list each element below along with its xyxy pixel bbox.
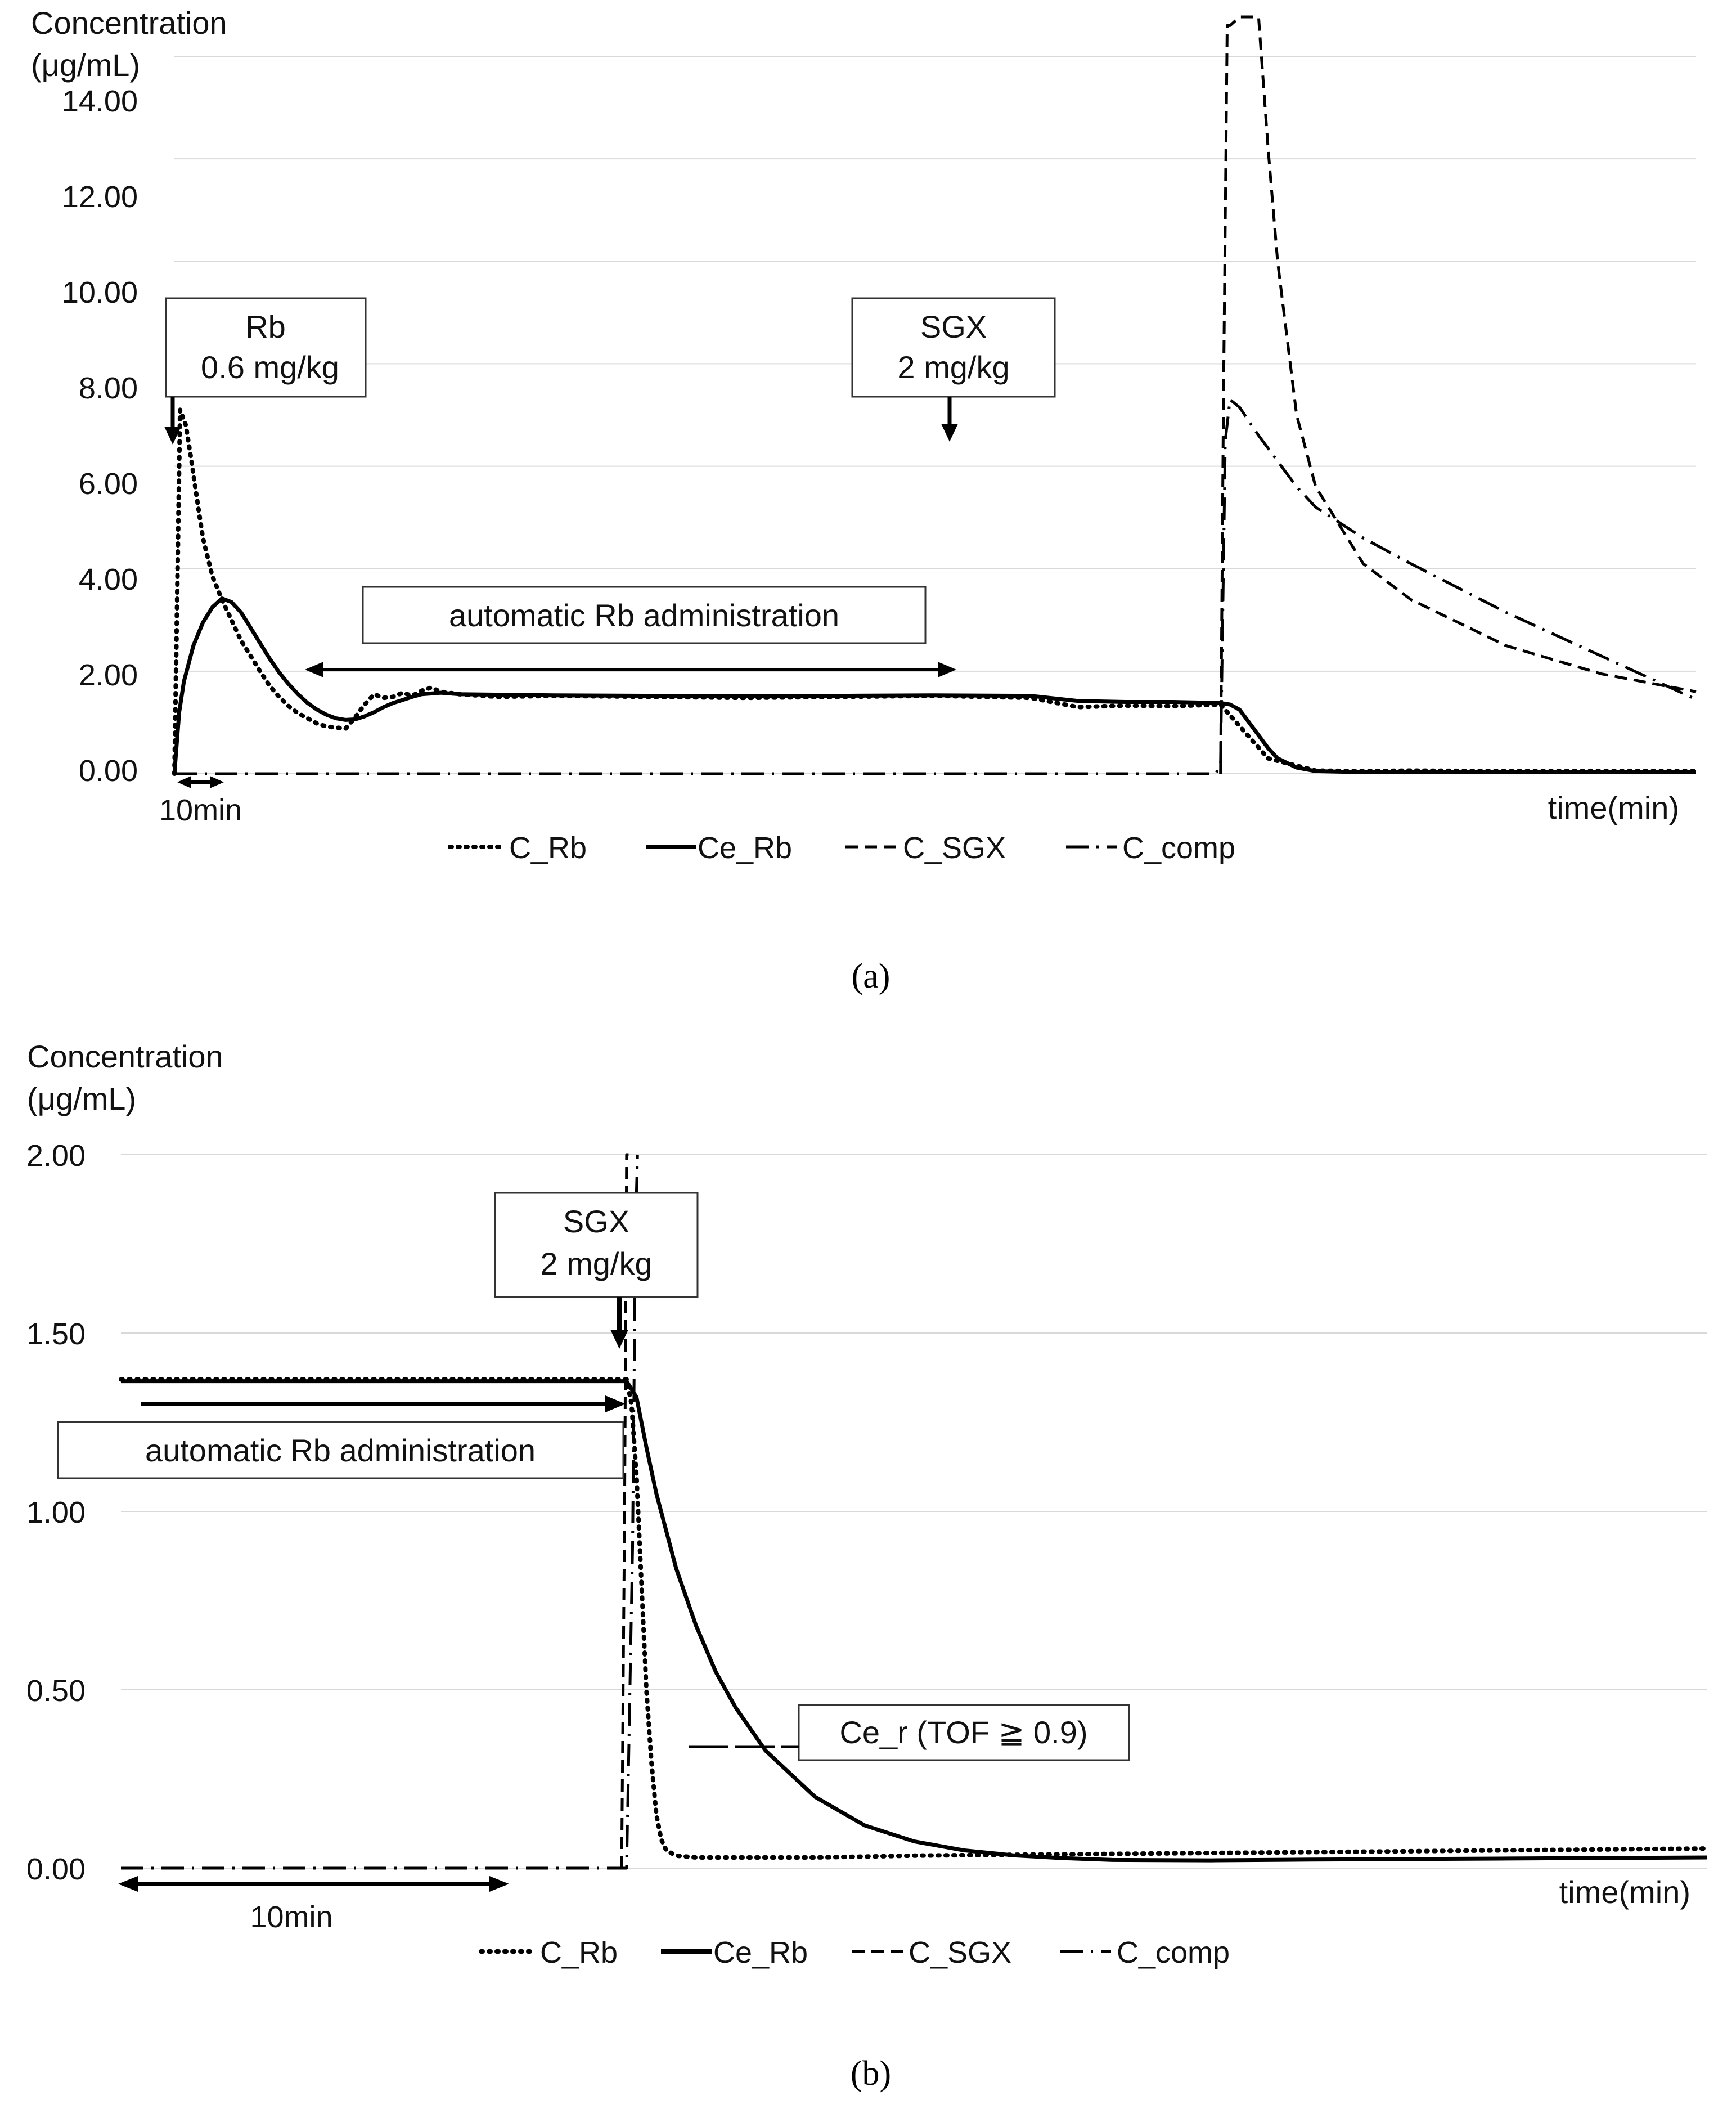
y-tick-label: 12.00 — [62, 180, 138, 214]
series-line-c-comp — [121, 1154, 639, 1870]
y-tick-labels-a: 0.00 2.00 4.00 6.00 8.00 10.00 12.00 14.… — [62, 84, 138, 788]
sgx-dose-label: SGX — [920, 309, 987, 344]
y-tick-label: 14.00 — [62, 84, 138, 118]
legend-label: Ce_Rb — [713, 1936, 808, 1969]
sgx-dose-label-b: SGX — [563, 1204, 629, 1239]
rb-dose-amount: 0.6 mg/kg — [201, 349, 339, 385]
ten-min-arrow-a — [177, 776, 224, 788]
rb-dose-arrow — [164, 397, 181, 445]
auto-rb-box-b — [57, 1421, 624, 1479]
series-line-c-rb — [119, 1377, 1710, 1860]
series-group-b — [119, 1153, 1710, 1870]
legend-item-ce-rb: Ce_Rb — [661, 1936, 808, 1969]
y-tick-label: 8.00 — [79, 371, 138, 405]
gridlines-a — [174, 56, 1696, 774]
y-tick-label: 4.00 — [79, 563, 138, 596]
sgx-dose-box-b — [494, 1192, 699, 1298]
legend-a: C_Rb Ce_Rb C_SGX C_comp — [448, 831, 1235, 865]
legend-item-c-sgx: C_SGX — [845, 831, 1006, 865]
cer-box — [798, 1704, 1130, 1761]
series-group-a — [172, 15, 1698, 776]
sgx-dose-amount-b: 2 mg/kg — [540, 1246, 652, 1281]
x-axis-title: time(min) — [1548, 790, 1679, 825]
panel-caption-a: (a) — [852, 957, 891, 995]
legend-label: C_comp — [1122, 831, 1235, 865]
series-line-c-sgx — [1219, 15, 1697, 774]
ten-min-label-b: 10min — [250, 1900, 332, 1934]
y-tick-label: 0.00 — [79, 754, 138, 788]
series-line-ce-rb — [172, 596, 1696, 774]
series-line-c-rb — [172, 407, 1698, 776]
chart-panel-b: 0.00 0.50 1.00 1.50 2.00 Concentration (… — [26, 1039, 1710, 2093]
gridlines-b — [121, 1154, 1707, 1869]
sgx-dose-arrow-b — [610, 1297, 628, 1349]
auto-rb-label: automatic Rb administration — [449, 598, 839, 633]
legend-label: Ce_Rb — [698, 831, 792, 865]
legend-label: C_SGX — [903, 831, 1006, 865]
series-line-c-comp — [174, 398, 1697, 775]
y-axis-title-line2: (μg/mL) — [31, 47, 140, 83]
legend-label: C_comp — [1117, 1936, 1230, 1969]
legend-label: C_Rb — [540, 1936, 618, 1969]
y-tick-label: 0.50 — [26, 1674, 86, 1708]
sgx-dose-box — [851, 297, 1056, 398]
legend-item-c-rb: C_Rb — [448, 831, 587, 865]
y-tick-label: 1.00 — [26, 1496, 86, 1529]
cer-label: Ce_r (TOF ≧ 0.9) — [839, 1715, 1087, 1750]
legend-label: C_SGX — [909, 1936, 1011, 1969]
auto-rb-box — [362, 586, 927, 644]
y-tick-label: 10.00 — [62, 276, 138, 309]
rb-dose-label: Rb — [245, 309, 286, 344]
ten-min-label-a: 10min — [159, 793, 242, 827]
chart-panel-a: 0.00 2.00 4.00 6.00 8.00 10.00 12.00 14.… — [31, 5, 1698, 995]
y-axis-title-line1: Concentration — [27, 1039, 223, 1074]
series-line-c-sgx — [620, 1153, 629, 1869]
panel-caption-b: (b) — [851, 2054, 891, 2093]
legend-label: C_Rb — [509, 831, 587, 865]
x-axis-title: time(min) — [1559, 1874, 1690, 1910]
legend-item-c-sgx: C_SGX — [852, 1936, 1011, 1969]
legend-item-c-comp: C_comp — [1060, 1936, 1230, 1969]
y-axis-title-line1: Concentration — [31, 5, 227, 41]
y-tick-label: 2.00 — [26, 1139, 86, 1173]
legend-item-ce-rb: Ce_Rb — [646, 831, 792, 865]
auto-rb-double-arrow — [305, 662, 956, 677]
y-tick-label: 6.00 — [79, 467, 138, 501]
y-tick-label: 0.00 — [26, 1852, 86, 1886]
ten-min-arrow-b — [118, 1876, 509, 1892]
rb-dose-box — [165, 297, 367, 398]
y-tick-labels-b: 0.00 0.50 1.00 1.50 2.00 — [26, 1139, 86, 1886]
legend-item-c-rb: C_Rb — [479, 1936, 618, 1969]
sgx-dose-arrow — [941, 397, 958, 442]
auto-rb-label-b: automatic Rb administration — [145, 1433, 536, 1468]
sgx-dose-amount: 2 mg/kg — [897, 349, 1009, 385]
y-tick-label: 1.50 — [26, 1317, 86, 1351]
legend-item-c-comp: C_comp — [1066, 831, 1235, 865]
y-axis-title-line2: (μg/mL) — [27, 1081, 136, 1116]
y-tick-label: 2.00 — [79, 658, 138, 692]
legend-b: C_Rb Ce_Rb C_SGX C_comp — [479, 1936, 1230, 1969]
auto-rb-arrow-b — [141, 1395, 626, 1412]
